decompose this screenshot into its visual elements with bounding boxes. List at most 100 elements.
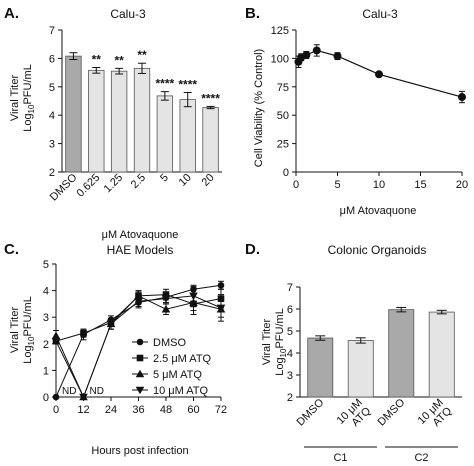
y-tick-label: 0 <box>43 392 49 404</box>
x-tick-label: 0 <box>53 404 59 416</box>
data-point <box>458 93 466 102</box>
significance-label: ** <box>137 48 147 62</box>
x-tick-label: 24 <box>105 404 117 416</box>
x-tick-label: DMSO <box>295 396 327 428</box>
bar <box>156 95 174 173</box>
group-label: C1 <box>333 452 347 464</box>
x-tick-label: 12 <box>77 404 89 416</box>
x-tick-label: DMSO <box>376 396 408 428</box>
svg-text:Log10PFU/mL: Log10PFU/mL <box>22 64 36 132</box>
x-tick-label: 72 <box>215 404 227 416</box>
legend-label: 2.5 μM ATQ <box>153 353 212 365</box>
panel-b-xlabel: μM Atovaquone <box>340 205 417 217</box>
x-tick-label: 60 <box>187 404 199 416</box>
y-tick-label: 5 <box>49 82 55 94</box>
nd-label: ND <box>62 386 76 397</box>
x-tick-label: 0 <box>293 179 299 191</box>
nd-label: ND <box>90 386 104 397</box>
y-tick-label: 3 <box>49 139 55 151</box>
bar <box>88 69 105 173</box>
x-tick-label: 20 <box>456 179 468 191</box>
panel-c-title: HAE Models <box>107 243 174 257</box>
bar <box>202 107 219 173</box>
panel-d-ylabel: Viral Titer Log10PFU/mL <box>261 308 288 376</box>
panel-d-title: Colonic Organoids <box>328 243 427 257</box>
significance-label: **** <box>156 77 175 91</box>
data-point <box>134 291 143 300</box>
x-tick-label: 48 <box>160 404 172 416</box>
bar <box>388 309 415 398</box>
panel-c-ylabel: Viral Titer Log10PFU/mL <box>9 296 36 364</box>
bar <box>65 55 82 173</box>
x-tick-label: 0.625 <box>74 172 102 200</box>
y-tick-label: 125 <box>271 25 289 37</box>
legend-marker <box>135 369 145 378</box>
data-point <box>134 297 143 306</box>
data-point <box>79 393 88 402</box>
panel-c-xlabel: Hours post infection <box>91 445 188 457</box>
data-point <box>80 329 87 337</box>
x-tick-label: 5 <box>334 179 340 191</box>
significance-label: **** <box>178 77 197 91</box>
panel-d-letter: D. <box>245 241 260 258</box>
x-tick-label: 15 <box>414 179 426 191</box>
y-tick-label: 4 <box>49 110 55 122</box>
x-tick-label: 5 <box>158 172 171 185</box>
y-tick-label: 3 <box>287 370 293 382</box>
data-point <box>106 320 116 329</box>
bar <box>428 311 455 398</box>
y-tick-label: 6 <box>49 53 55 65</box>
bar <box>307 337 334 398</box>
y-tick-label: 3 <box>43 312 49 324</box>
y-tick-label: 1 <box>43 365 49 377</box>
panel-c-letter: C. <box>4 241 19 258</box>
y-tick-label: 50 <box>277 110 289 122</box>
legend-marker <box>136 354 144 362</box>
bar <box>347 340 374 398</box>
y-tick-label: 0 <box>283 167 289 179</box>
x-tick-label: 10 μMATQ <box>335 396 374 435</box>
panel-a-xlabel: μM Atovaquone <box>102 229 179 241</box>
significance-label: ** <box>114 53 124 67</box>
series-line <box>55 295 222 399</box>
bar <box>110 70 128 173</box>
legend-marker <box>136 338 144 346</box>
legend-label: DMSO <box>153 337 186 349</box>
panel-a-ylabel: Viral Titer Log10PFU/mL <box>9 64 36 132</box>
data-point <box>161 304 171 313</box>
x-tick-label: 10 μMATQ <box>416 396 455 435</box>
y-tick-label: 7 <box>49 25 55 37</box>
panel-b-chart: 0 25 50 75 100 125 0 5 10 15 20 <box>271 25 468 191</box>
data-point <box>51 331 61 340</box>
bar <box>179 99 196 173</box>
data-point <box>312 46 321 55</box>
x-tick-label: 20 <box>200 172 217 189</box>
x-tick-label: 10 <box>373 179 385 191</box>
y-tick-label: 75 <box>277 82 289 94</box>
legend-label: 10 μM ATQ <box>153 385 208 397</box>
data-point <box>161 295 171 303</box>
y-tick-label: 2 <box>43 339 49 351</box>
significance-label: **** <box>201 91 220 105</box>
panel-b-ylabel: Cell Viability (% Control) <box>253 49 265 167</box>
svg-text:Log10PFU/mL: Log10PFU/mL <box>22 296 36 364</box>
legend-label: 5 μM ATQ <box>153 369 202 381</box>
svg-text:Log10PFU/mL: Log10PFU/mL <box>274 308 288 376</box>
x-tick-label: 10 <box>177 172 194 189</box>
data-point <box>52 393 60 401</box>
series-line <box>55 295 222 399</box>
svg-text:Viral Titer: Viral Titer <box>9 75 21 122</box>
y-tick-label: 25 <box>277 139 289 151</box>
y-tick-label: 100 <box>271 53 289 65</box>
svg-text:Viral Titer: Viral Titer <box>261 319 273 366</box>
data-point <box>189 292 198 301</box>
panel-a-title: Calu-3 <box>110 7 146 21</box>
data-point <box>216 304 226 313</box>
y-tick-label: 2 <box>49 167 55 179</box>
data-point <box>375 70 383 79</box>
x-tick-label: 2.5 <box>129 172 148 191</box>
bar <box>133 67 151 173</box>
